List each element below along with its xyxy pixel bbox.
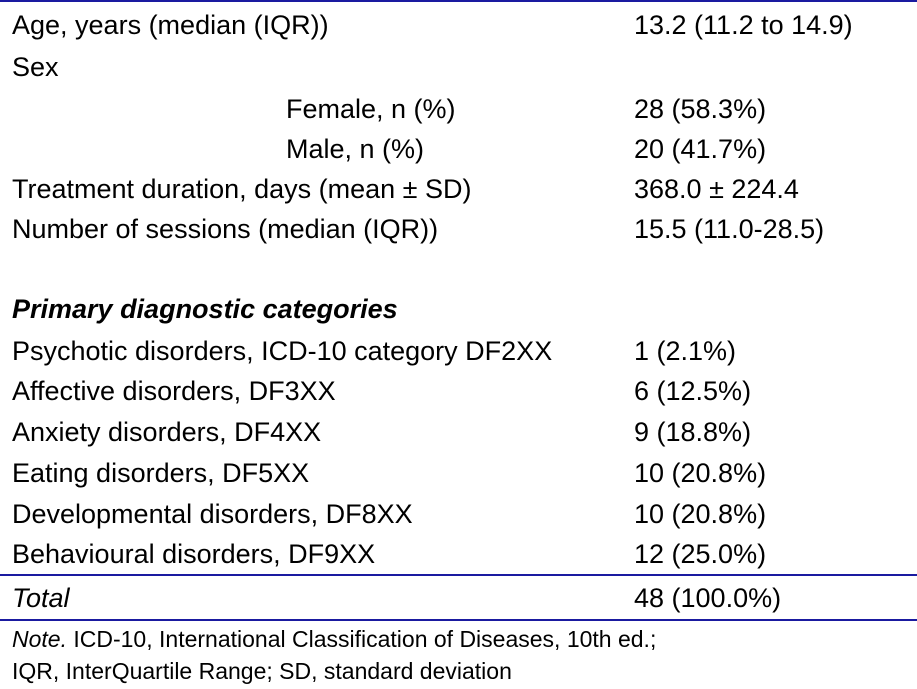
row-label: Anxiety disorders, DF4XX [12,417,322,447]
row-value: 12 (25.0%) [634,539,767,569]
total-bottom-rule [0,619,917,621]
row-label: Sex [12,52,59,82]
row-value: 10 (20.8%) [634,458,767,488]
row-value: 15.5 (11.0-28.5) [634,214,825,244]
table-row-anxiety: Anxiety disorders, DF4XX 9 (18.8%) [0,411,917,453]
table-row-developmental: Developmental disorders, DF8XX 10 (20.8%… [0,493,917,535]
note-text-1: ICD-10, International Classification of … [66,626,657,652]
row-label: Male, n (%) [286,134,425,164]
row-label: Treatment duration, days (mean ± SD) [12,174,472,204]
table-row-female: Female, n (%) 28 (58.3%) [0,88,917,130]
section-heading: Primary diagnostic categories [12,294,398,324]
row-label: Female, n (%) [286,94,456,124]
table-row-eating: Eating disorders, DF5XX 10 (20.8%) [0,452,917,494]
table-note-line-1: Note. ICD-10, International Classificati… [12,623,912,656]
row-value: 20 (41.7%) [634,134,767,164]
table-row-sessions: Number of sessions (median (IQR)) 15.5 (… [0,208,917,250]
note-prefix: Note. [12,626,67,652]
row-label: Behavioural disorders, DF9XX [12,539,376,569]
table-row-sex: Sex [0,46,917,88]
row-value: 10 (20.8%) [634,499,767,529]
row-value: 13.2 (11.2 to 14.9) [634,10,853,40]
row-value: 368.0 ± 224.4 [634,174,799,204]
table-top-rule [0,0,917,2]
table-row-treatment-duration: Treatment duration, days (mean ± SD) 368… [0,168,917,210]
table-note-line-2: IQR, InterQuartile Range; SD, standard d… [12,655,912,688]
total-value: 48 (100.0%) [634,583,782,613]
table-row-age: Age, years (median (IQR)) 13.2 (11.2 to … [0,4,917,46]
row-label: Age, years (median (IQR)) [12,10,329,40]
row-label: Psychotic disorders, ICD-10 category DF2… [12,336,553,366]
row-value: 6 (12.5%) [634,376,752,406]
table-row-psychotic: Psychotic disorders, ICD-10 category DF2… [0,330,917,372]
row-label: Eating disorders, DF5XX [12,458,310,488]
row-label: Affective disorders, DF3XX [12,376,336,406]
row-value: 9 (18.8%) [634,417,752,447]
table-row-affective: Affective disorders, DF3XX 6 (12.5%) [0,370,917,412]
total-label: Total [12,583,70,613]
row-value: 28 (58.3%) [634,94,767,124]
section-heading-row: Primary diagnostic categories [0,288,917,330]
table-row-total: Total 48 (100.0%) [0,577,917,619]
note-text-2: IQR, InterQuartile Range; SD, standard d… [12,658,512,684]
table-row-behavioural: Behavioural disorders, DF9XX 12 (25.0%) [0,533,917,575]
total-top-rule [0,574,917,576]
row-label: Developmental disorders, DF8XX [12,499,413,529]
row-label: Number of sessions (median (IQR)) [12,214,439,244]
row-value: 1 (2.1%) [634,336,737,366]
table-row-male: Male, n (%) 20 (41.7%) [0,128,917,170]
